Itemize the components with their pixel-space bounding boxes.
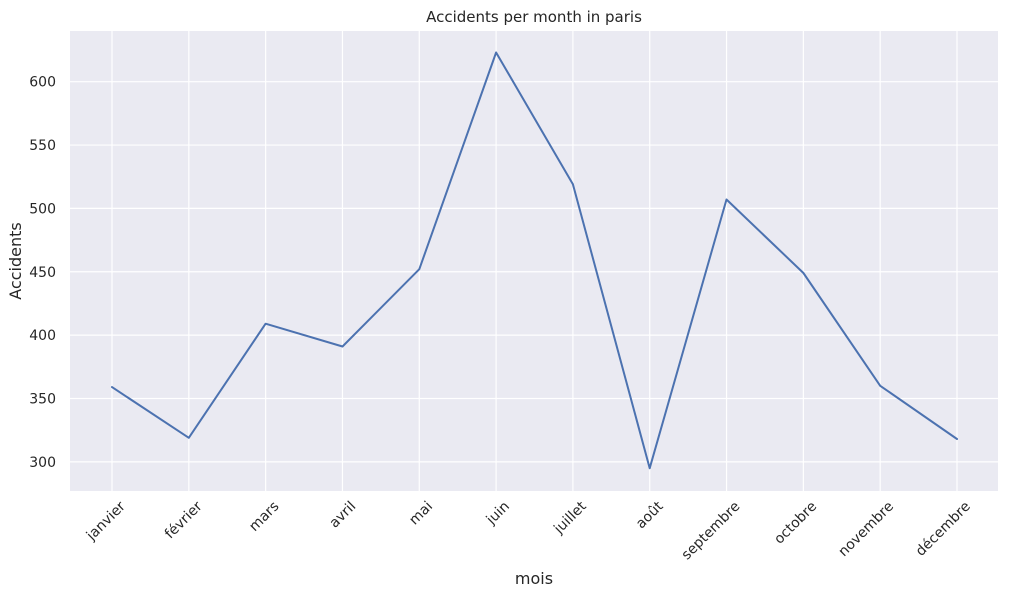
x-tick-label: octobre (771, 499, 820, 548)
y-tick-label: 550 (29, 138, 56, 154)
x-axis-title: mois (515, 569, 553, 588)
x-tick-label: novembre (836, 499, 897, 560)
x-tick-label: janvier (83, 498, 129, 544)
plot-background (70, 31, 998, 491)
x-tick-label: février (162, 498, 206, 542)
y-tick-label: 300 (29, 455, 56, 471)
y-axis-title: Accidents (6, 222, 25, 299)
x-tick-label: mai (406, 499, 436, 529)
y-tick-label: 500 (29, 201, 56, 217)
x-tick-label: juin (483, 499, 513, 529)
x-tick-labels: janvier février mars avril mai juin juillet aoû… (83, 498, 974, 563)
x-tick-label: août (633, 498, 667, 532)
y-tick-label: 400 (29, 328, 56, 344)
x-tick-label: juillet (550, 498, 590, 538)
y-tick-label: 450 (29, 265, 56, 281)
y-tick-labels: 300 350 400 450 500 550 600 (29, 75, 56, 471)
series-line (111, 51, 958, 470)
y-tick-label: 350 (29, 391, 56, 407)
grid-lines (70, 31, 998, 491)
x-tick-label: avril (326, 499, 359, 532)
y-tick-label: 600 (29, 75, 56, 91)
chart-title: Accidents per month in paris (426, 8, 642, 26)
x-tick-label: mars (246, 499, 282, 535)
x-tick-label: décembre (913, 499, 974, 560)
series-layer (111, 51, 958, 470)
x-tick-label: septembre (679, 499, 744, 564)
